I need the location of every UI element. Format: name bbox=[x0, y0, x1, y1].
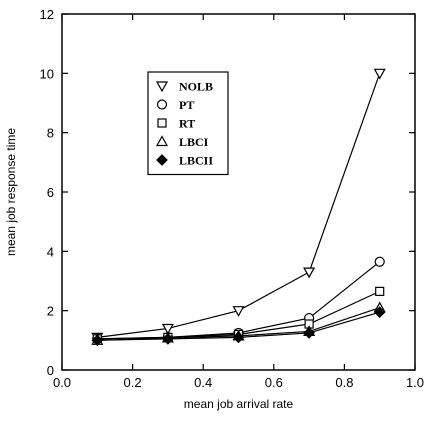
triangle-down-marker bbox=[373, 68, 386, 80]
y-tick-label: 6 bbox=[47, 185, 54, 200]
legend-item: PT bbox=[156, 98, 194, 112]
legend-label: LBCI bbox=[179, 135, 209, 149]
legend-item: NOLB bbox=[155, 80, 213, 94]
square-marker bbox=[157, 118, 167, 128]
series-line bbox=[97, 261, 381, 340]
legend-item: RT bbox=[157, 117, 195, 131]
diamond-marker bbox=[373, 306, 386, 318]
legend-item: LBCII bbox=[156, 154, 213, 168]
y-tick-label: 8 bbox=[47, 126, 54, 141]
square-marker bbox=[375, 286, 385, 296]
x-tick-label: 0.6 bbox=[265, 375, 283, 390]
diamond-marker bbox=[162, 333, 174, 345]
y-tick-label: 2 bbox=[47, 304, 54, 319]
y-tick-label: 0 bbox=[47, 363, 54, 378]
triangle-up-marker bbox=[155, 135, 169, 147]
diamond-marker bbox=[232, 331, 245, 344]
series-line bbox=[97, 73, 381, 338]
legend-label: PT bbox=[179, 98, 194, 112]
circle-marker bbox=[374, 256, 385, 267]
legend-item: LBCI bbox=[155, 135, 209, 149]
diamond-marker bbox=[303, 327, 315, 339]
x-tick-label: 0.8 bbox=[335, 375, 353, 390]
triangle-down-marker bbox=[232, 306, 245, 317]
y-tick-label: 12 bbox=[40, 7, 54, 22]
diamond-marker bbox=[156, 154, 168, 166]
legend: NOLB PT RT LBCI LBCII bbox=[147, 71, 229, 176]
y-tick-label: 10 bbox=[40, 66, 54, 81]
series-layer bbox=[91, 68, 386, 347]
legend-label: RT bbox=[179, 117, 195, 131]
x-tick-label: 0.2 bbox=[124, 375, 142, 390]
legend-label: LBCII bbox=[179, 154, 213, 168]
y-axis-label: mean job response time bbox=[4, 128, 18, 256]
x-tick-label: 1.0 bbox=[406, 375, 424, 390]
x-tick-label: 0.4 bbox=[194, 375, 212, 390]
series-lbcii bbox=[91, 306, 386, 347]
series-nolb bbox=[91, 68, 386, 344]
axis-ticks: 0.0 0.2 0.4 0.6 0.8 1.0 0 2 4 6 8 10 12 bbox=[40, 7, 425, 390]
triangle-down-marker bbox=[155, 81, 169, 93]
legend-label: NOLB bbox=[179, 80, 213, 94]
triangle-down-marker bbox=[303, 267, 316, 279]
triangle-down-marker bbox=[161, 323, 174, 335]
circle-marker bbox=[156, 99, 168, 110]
diamond-marker bbox=[91, 334, 104, 347]
y-tick-label: 4 bbox=[47, 244, 54, 259]
x-axis-label: mean job arrival rate bbox=[184, 397, 294, 411]
x-tick-label: 0.0 bbox=[53, 375, 71, 390]
